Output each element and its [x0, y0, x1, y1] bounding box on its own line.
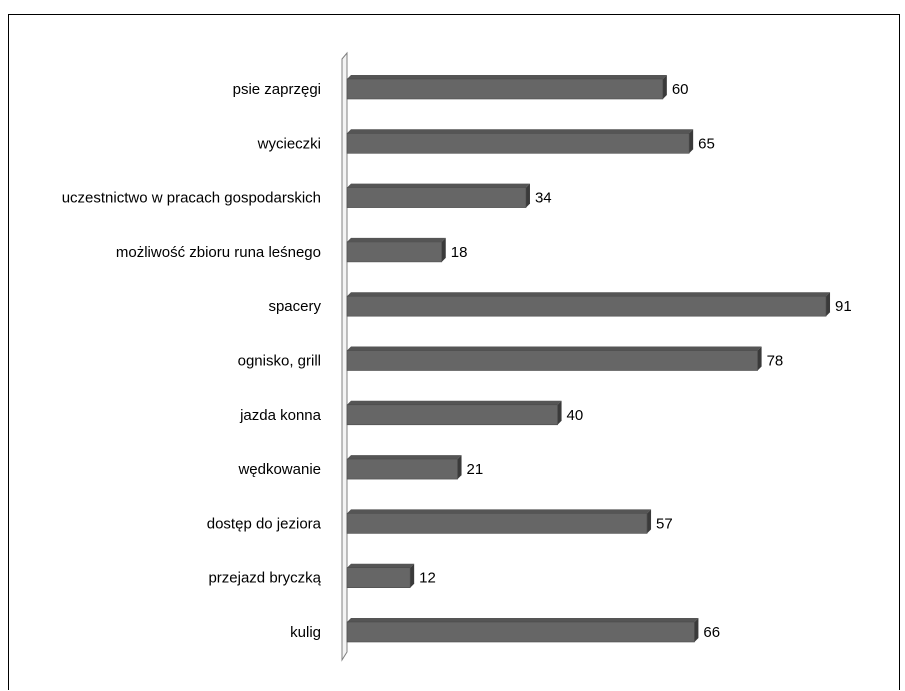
- category-label: wycieczki: [257, 135, 321, 152]
- category-label: spacery: [268, 298, 321, 315]
- data-label: 40: [567, 407, 584, 424]
- chart-frame: [8, 14, 900, 690]
- value-labels: 60 65 34 18 91 78 40 21 57 12 66: [419, 81, 852, 641]
- bar: [346, 618, 699, 643]
- bar: [346, 346, 762, 371]
- bar-side-face: [694, 618, 699, 642]
- bar: [346, 237, 446, 263]
- bar-top-face: [347, 618, 699, 622]
- bar-front-face: [346, 133, 690, 154]
- bar-side-face: [457, 455, 462, 480]
- category-label: dostęp do jeziora: [207, 515, 322, 532]
- bar-top-face: [347, 237, 446, 242]
- category-label: psie zaprzęgi: [233, 81, 321, 98]
- bar-front-face: [346, 567, 411, 589]
- bar-side-face: [525, 183, 530, 208]
- data-label: 66: [703, 624, 720, 641]
- bar-top-face: [347, 75, 667, 79]
- data-label: 12: [419, 570, 436, 587]
- bar-side-face: [557, 400, 562, 425]
- bar-front-face: [346, 621, 695, 643]
- bar: [346, 75, 667, 100]
- category-label: jazda konna: [239, 407, 322, 424]
- bar-side-face: [826, 292, 831, 317]
- bar-front-face: [346, 78, 664, 100]
- data-label: 57: [656, 515, 673, 532]
- bar-top-face: [347, 292, 831, 297]
- bar: [346, 292, 831, 317]
- axis-wall: [341, 51, 348, 662]
- bar-front-face: [346, 404, 558, 426]
- category-labels: psie zaprzęgi wycieczki uczestnictwo w pra…: [62, 81, 322, 641]
- bar: [346, 455, 462, 480]
- bar-top-face: [347, 183, 530, 188]
- category-label: przejazd bryczką: [208, 570, 321, 587]
- bar-top-face: [347, 455, 462, 460]
- category-label: możliwość zbioru runa leśnego: [116, 244, 321, 261]
- data-label: 78: [767, 353, 784, 370]
- bar-top-face: [347, 129, 694, 134]
- category-label: ognisko, grill: [238, 353, 321, 370]
- bar-top-face: [347, 346, 762, 351]
- bar-side-face: [662, 75, 667, 99]
- data-label: 65: [698, 135, 715, 152]
- axis-wall-panel: [341, 51, 348, 662]
- data-label: 60: [672, 81, 689, 98]
- bar-top-face: [347, 509, 652, 514]
- bar-side-face: [647, 509, 652, 534]
- bar: [346, 129, 694, 154]
- data-label: 34: [535, 190, 552, 207]
- bar-front-face: [346, 187, 527, 208]
- bar: [346, 563, 415, 589]
- bar-side-face: [410, 563, 415, 588]
- bar-front-face: [346, 350, 758, 371]
- category-label: wędkowanie: [237, 461, 321, 478]
- bar-front-face: [346, 458, 458, 480]
- bar-front-face: [346, 295, 827, 317]
- category-label: uczestnictwo w pracach gospodarskich: [62, 190, 321, 207]
- bar-front-face: [346, 241, 443, 263]
- bar: [346, 400, 562, 426]
- bar: [346, 183, 530, 208]
- bar-side-face: [689, 129, 694, 154]
- bar: [346, 509, 652, 534]
- bar-side-face: [757, 346, 762, 371]
- category-label: kulig: [290, 624, 321, 641]
- bar-top-face: [347, 400, 562, 405]
- bars: [346, 75, 831, 643]
- bar-front-face: [346, 513, 648, 534]
- data-label: 18: [451, 244, 468, 261]
- data-label: 21: [467, 461, 484, 478]
- bar-top-face: [347, 563, 415, 568]
- bar-side-face: [441, 237, 446, 262]
- data-label: 91: [835, 298, 852, 315]
